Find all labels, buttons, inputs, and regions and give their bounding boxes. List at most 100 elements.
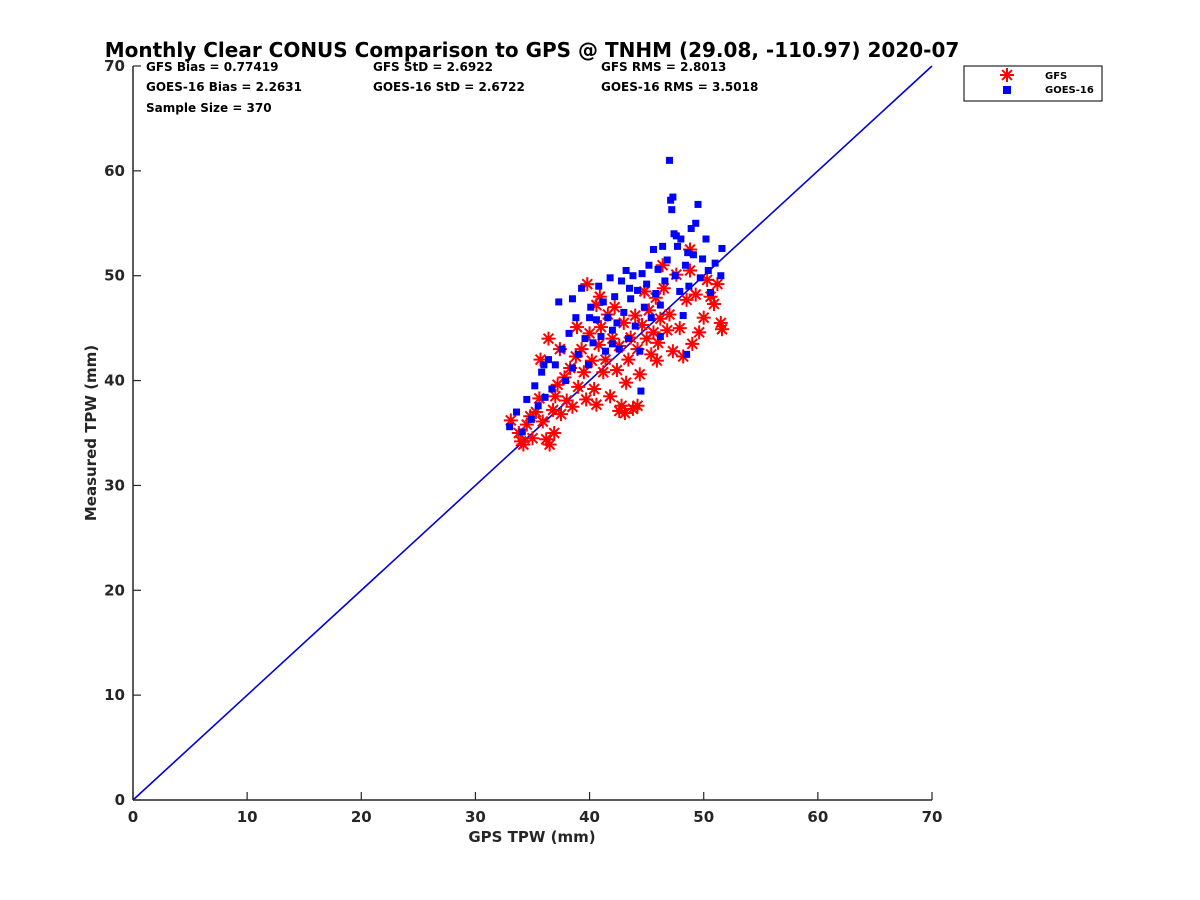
goes16-point bbox=[548, 385, 556, 393]
goes16-point bbox=[636, 347, 644, 355]
goes16-point bbox=[513, 408, 521, 416]
gfs-point bbox=[525, 431, 540, 446]
goes16-point bbox=[613, 319, 621, 327]
goes16-point bbox=[683, 350, 691, 358]
goes16-point bbox=[699, 255, 707, 263]
goes16-point bbox=[692, 219, 700, 227]
goes16-point bbox=[618, 277, 626, 285]
x-tick-label: 70 bbox=[922, 808, 943, 826]
gfs-point bbox=[587, 381, 602, 396]
gfs-std-stat: GFS StD = 2.6922 bbox=[373, 60, 493, 74]
goes16-point bbox=[669, 193, 677, 201]
gfs-point bbox=[628, 308, 643, 323]
gfs-point bbox=[630, 398, 645, 413]
gfs-point bbox=[607, 300, 622, 315]
goes16-point bbox=[629, 272, 637, 280]
goes16-point bbox=[541, 393, 549, 401]
goes16-point bbox=[551, 361, 559, 369]
goes16-point bbox=[654, 265, 662, 273]
goes16-point bbox=[506, 423, 514, 431]
goes16-point bbox=[606, 274, 614, 282]
gfs-point bbox=[547, 426, 562, 440]
goes16-point bbox=[592, 316, 600, 324]
goes16-bias-stat: GOES-16 Bias = 2.2631 bbox=[146, 80, 302, 94]
goes16-point bbox=[679, 312, 687, 320]
legend-gfs-asterisk bbox=[1000, 68, 1014, 82]
gfs-point bbox=[593, 320, 608, 335]
goes16-std-stat: GOES-16 StD = 2.6722 bbox=[373, 80, 525, 94]
legend-box bbox=[963, 65, 1103, 102]
gfs-point bbox=[616, 315, 631, 330]
goes16-point bbox=[656, 333, 664, 341]
goes16-rms-stat: GOES-16 RMS = 3.5018 bbox=[601, 80, 758, 94]
x-tick-label: 50 bbox=[693, 808, 714, 826]
stats-block: GFS Bias = 0.77419 GFS StD = 2.6922 GFS … bbox=[146, 60, 758, 115]
gfs-rms-stat: GFS RMS = 2.8013 bbox=[601, 60, 726, 74]
legend-gfs-label: GFS bbox=[1045, 71, 1067, 82]
goes16-point bbox=[631, 322, 639, 330]
gfs-point bbox=[554, 407, 569, 422]
x-tick-label: 60 bbox=[807, 808, 828, 826]
gfs-point bbox=[696, 310, 711, 325]
goes16-point bbox=[572, 314, 580, 322]
y-tick-label: 70 bbox=[104, 57, 125, 75]
goes16-point bbox=[718, 244, 726, 252]
goes16-point bbox=[634, 286, 642, 294]
goes16-point bbox=[643, 280, 651, 288]
goes16-point bbox=[538, 368, 546, 376]
goes16-point bbox=[523, 395, 531, 403]
goes16-point bbox=[704, 266, 712, 274]
axes bbox=[132, 66, 932, 801]
goes16-point bbox=[673, 242, 681, 250]
goes16-point bbox=[544, 356, 552, 364]
goes16-point bbox=[677, 235, 685, 243]
gfs-point bbox=[632, 367, 647, 382]
gfs-point bbox=[535, 414, 550, 429]
goes16-points-layer bbox=[506, 156, 726, 436]
y-tick-label: 10 bbox=[104, 686, 125, 704]
goes16-point bbox=[661, 277, 669, 285]
gfs-point bbox=[660, 323, 675, 338]
goes16-point bbox=[640, 303, 648, 311]
gfs-point bbox=[714, 322, 729, 337]
gfs-point bbox=[571, 379, 586, 394]
goes16-point bbox=[615, 345, 623, 353]
legend-gfs-marker bbox=[1000, 68, 1014, 82]
goes16-point bbox=[637, 387, 645, 395]
x-ticks: 0 10 20 30 40 50 60 70 bbox=[128, 792, 943, 826]
goes16-point bbox=[676, 287, 684, 295]
goes16-point bbox=[555, 298, 563, 306]
goes16-point bbox=[562, 377, 570, 385]
gfs-point bbox=[621, 352, 636, 367]
goes16-point bbox=[574, 350, 582, 358]
gfs-bias-stat: GFS Bias = 0.77419 bbox=[146, 60, 278, 74]
gfs-point bbox=[589, 397, 604, 412]
gfs-point bbox=[635, 317, 650, 332]
gfs-point bbox=[579, 392, 594, 407]
goes16-point bbox=[711, 259, 719, 267]
goes16-point bbox=[518, 428, 526, 436]
gfs-point bbox=[576, 365, 591, 380]
goes16-point bbox=[638, 270, 646, 278]
goes16-point bbox=[672, 232, 680, 240]
goes16-point bbox=[627, 295, 635, 303]
sample-size-stat: Sample Size = 370 bbox=[146, 101, 272, 115]
goes16-point bbox=[540, 361, 548, 369]
goes16-point bbox=[684, 249, 692, 257]
gfs-point bbox=[609, 363, 624, 378]
gfs-point bbox=[598, 352, 613, 367]
goes16-point bbox=[665, 156, 673, 164]
goes16-point bbox=[717, 272, 725, 280]
goes16-point bbox=[586, 314, 594, 322]
goes16-point bbox=[681, 261, 689, 269]
gfs-point bbox=[672, 321, 687, 336]
goes16-point bbox=[584, 361, 592, 369]
gfs-point bbox=[619, 375, 634, 390]
goes16-point bbox=[527, 415, 535, 423]
goes16-point bbox=[604, 314, 612, 322]
gfs-point bbox=[639, 331, 654, 346]
goes16-point bbox=[531, 382, 539, 390]
gfs-point bbox=[710, 277, 725, 292]
goes16-point bbox=[626, 284, 634, 292]
goes16-point bbox=[578, 284, 586, 292]
